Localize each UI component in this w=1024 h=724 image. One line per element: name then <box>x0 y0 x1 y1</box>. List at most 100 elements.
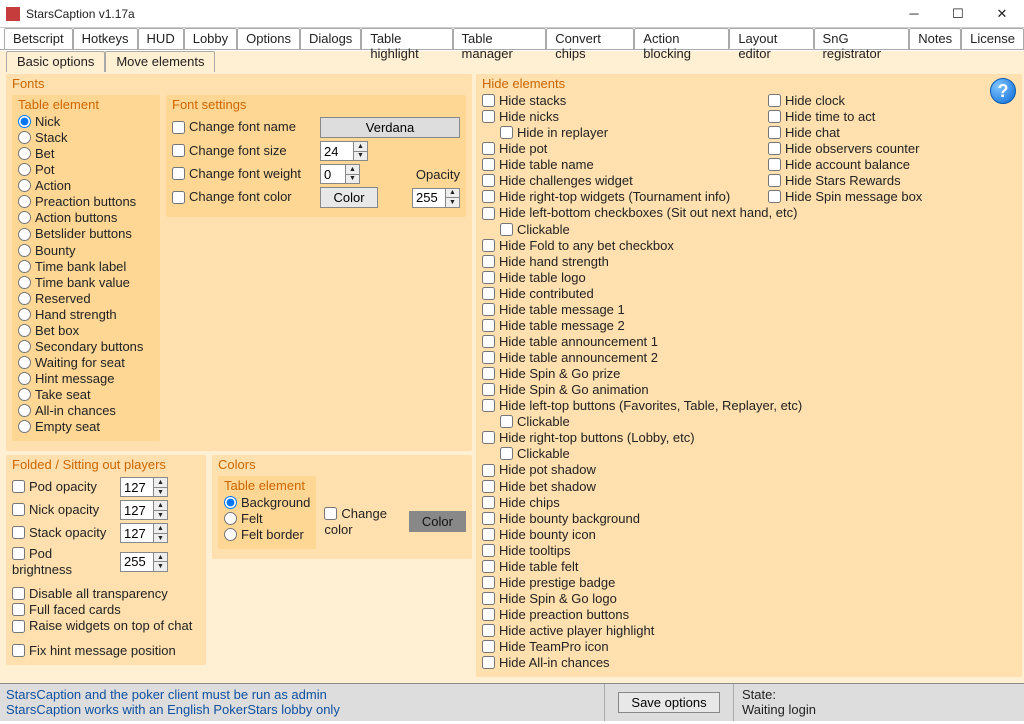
hide-hide-chips[interactable]: Hide chips <box>482 495 768 511</box>
change-font-size-check[interactable] <box>172 144 185 157</box>
hide-hide-left-bottom-checkboxes-sit-out-next-hand-etc-[interactable]: Hide left-bottom checkboxes (Sit out nex… <box>482 205 768 221</box>
hide-hide-pot-shadow[interactable]: Hide pot shadow <box>482 462 768 478</box>
hide-hide-spin-message-box[interactable]: Hide Spin message box <box>768 189 922 205</box>
table-element-preaction-buttons[interactable]: Preaction buttons <box>18 194 154 210</box>
hide-hide-hand-strength[interactable]: Hide hand strength <box>482 254 768 270</box>
hide-hide-prestige-badge[interactable]: Hide prestige badge <box>482 575 768 591</box>
color-element-felt[interactable]: Felt <box>224 511 310 527</box>
change-font-weight[interactable]: Change font weight <box>172 166 312 182</box>
tab-hud[interactable]: HUD <box>138 28 184 49</box>
tab-license[interactable]: License <box>961 28 1024 49</box>
raise-widgets[interactable]: Raise widgets on top of chat <box>12 618 200 634</box>
maximize-button[interactable]: ☐ <box>936 0 980 28</box>
subtab-basic-options[interactable]: Basic options <box>6 51 105 72</box>
pod-opacity[interactable]: Pod opacity <box>12 479 114 495</box>
hide-clickable[interactable]: Clickable <box>482 446 768 462</box>
pod-brightness-spinner[interactable]: ▲▼ <box>120 552 168 572</box>
hide-hide-time-to-act[interactable]: Hide time to act <box>768 109 922 125</box>
hide-hide-right-top-widgets-tournament-info-[interactable]: Hide right-top widgets (Tournament info) <box>482 189 768 205</box>
hide-hide-spin-go-animation[interactable]: Hide Spin & Go animation <box>482 382 768 398</box>
save-button[interactable]: Save options <box>618 692 719 713</box>
subtab-move-elements[interactable]: Move elements <box>105 51 215 72</box>
color-element-background[interactable]: Background <box>224 495 310 511</box>
hide-hide-table-announcement-1[interactable]: Hide table announcement 1 <box>482 334 768 350</box>
table-element-time-bank-value[interactable]: Time bank value <box>18 275 154 291</box>
help-icon[interactable]: ? <box>990 78 1016 104</box>
hide-hide-bet-shadow[interactable]: Hide bet shadow <box>482 479 768 495</box>
hide-hide-chat[interactable]: Hide chat <box>768 125 922 141</box>
table-element-nick[interactable]: Nick <box>18 114 154 130</box>
table-element-bounty[interactable]: Bounty <box>18 243 154 259</box>
table-element-stack[interactable]: Stack <box>18 130 154 146</box>
table-element-take-seat[interactable]: Take seat <box>18 387 154 403</box>
tab-betscript[interactable]: Betscript <box>4 28 73 49</box>
tab-sng-registrator[interactable]: SnG registrator <box>814 28 910 49</box>
change-font-name-check[interactable] <box>172 121 185 134</box>
font-size-spinner[interactable]: ▲▼ <box>320 141 368 161</box>
change-font-weight-check[interactable] <box>172 167 185 180</box>
pod-brightness[interactable]: Pod brightness <box>12 546 114 577</box>
hide-hide-table-message-1[interactable]: Hide table message 1 <box>482 302 768 318</box>
font-weight-input[interactable] <box>320 164 346 184</box>
table-element-time-bank-label[interactable]: Time bank label <box>18 259 154 275</box>
table-element-action[interactable]: Action <box>18 178 154 194</box>
nick-opacity-spinner[interactable]: ▲▼ <box>120 500 168 520</box>
table-element-hand-strength[interactable]: Hand strength <box>18 307 154 323</box>
table-element-waiting-for-seat[interactable]: Waiting for seat <box>18 355 154 371</box>
change-font-color-check[interactable] <box>172 191 185 204</box>
hide-hide-teampro-icon[interactable]: Hide TeamPro icon <box>482 639 768 655</box>
change-font-color[interactable]: Change font color <box>172 189 312 205</box>
close-button[interactable]: ✕ <box>980 0 1024 28</box>
hide-hide-observers-counter[interactable]: Hide observers counter <box>768 141 922 157</box>
tab-dialogs[interactable]: Dialogs <box>300 28 361 49</box>
hide-hide-bounty-icon[interactable]: Hide bounty icon <box>482 527 768 543</box>
table-element-empty-seat[interactable]: Empty seat <box>18 419 154 435</box>
nick-opacity[interactable]: Nick opacity <box>12 502 114 518</box>
hide-hide-spin-go-prize[interactable]: Hide Spin & Go prize <box>482 366 768 382</box>
table-element-all-in-chances[interactable]: All-in chances <box>18 403 154 419</box>
tab-table-manager[interactable]: Table manager <box>453 28 547 49</box>
table-element-action-buttons[interactable]: Action buttons <box>18 210 154 226</box>
pod-opacity-spinner[interactable]: ▲▼ <box>120 477 168 497</box>
hide-hide-in-replayer[interactable]: Hide in replayer <box>482 125 768 141</box>
hide-hide-pot[interactable]: Hide pot <box>482 141 768 157</box>
table-element-secondary-buttons[interactable]: Secondary buttons <box>18 339 154 355</box>
font-weight-spinner[interactable]: ▲▼ <box>320 164 360 184</box>
minimize-button[interactable]: ─ <box>892 0 936 28</box>
change-color[interactable]: Change color <box>324 506 403 537</box>
hide-hide-table-message-2[interactable]: Hide table message 2 <box>482 318 768 334</box>
stack-opacity[interactable]: Stack opacity <box>12 525 114 541</box>
tab-layout-editor[interactable]: Layout editor <box>729 28 813 49</box>
hide-hide-table-announcement-2[interactable]: Hide table announcement 2 <box>482 350 768 366</box>
change-font-size[interactable]: Change font size <box>172 143 312 159</box>
opacity-spinner[interactable]: ▲▼ <box>412 188 460 208</box>
table-element-betslider-buttons[interactable]: Betslider buttons <box>18 226 154 242</box>
table-element-reserved[interactable]: Reserved <box>18 291 154 307</box>
hide-hide-bounty-background[interactable]: Hide bounty background <box>482 511 768 527</box>
color-button[interactable]: Color <box>409 511 466 532</box>
table-element-pot[interactable]: Pot <box>18 162 154 178</box>
font-name-button[interactable]: Verdana <box>320 117 460 138</box>
hide-hide-preaction-buttons[interactable]: Hide preaction buttons <box>482 607 768 623</box>
stack-opacity-spinner[interactable]: ▲▼ <box>120 523 168 543</box>
hide-hide-nicks[interactable]: Hide nicks <box>482 109 768 125</box>
opacity-input[interactable] <box>412 188 446 208</box>
hide-hide-active-player-highlight[interactable]: Hide active player highlight <box>482 623 768 639</box>
tab-convert-chips[interactable]: Convert chips <box>546 28 634 49</box>
hide-hide-table-felt[interactable]: Hide table felt <box>482 559 768 575</box>
table-element-hint-message[interactable]: Hint message <box>18 371 154 387</box>
table-element-bet[interactable]: Bet <box>18 146 154 162</box>
full-faced[interactable]: Full faced cards <box>12 602 200 618</box>
hide-hide-spin-go-logo[interactable]: Hide Spin & Go logo <box>482 591 768 607</box>
hide-clickable[interactable]: Clickable <box>482 414 768 430</box>
hide-hide-stacks[interactable]: Hide stacks <box>482 93 768 109</box>
hide-hide-left-top-buttons-favorites-table-replayer-etc-[interactable]: Hide left-top buttons (Favorites, Table,… <box>482 398 768 414</box>
change-font-name[interactable]: Change font name <box>172 119 312 135</box>
hide-hide-tooltips[interactable]: Hide tooltips <box>482 543 768 559</box>
hide-hide-table-name[interactable]: Hide table name <box>482 157 768 173</box>
tab-table-highlight[interactable]: Table highlight <box>361 28 452 49</box>
disable-transparency[interactable]: Disable all transparency <box>12 586 200 602</box>
tab-options[interactable]: Options <box>237 28 300 49</box>
hide-hide-clock[interactable]: Hide clock <box>768 93 922 109</box>
hide-clickable[interactable]: Clickable <box>482 222 768 238</box>
